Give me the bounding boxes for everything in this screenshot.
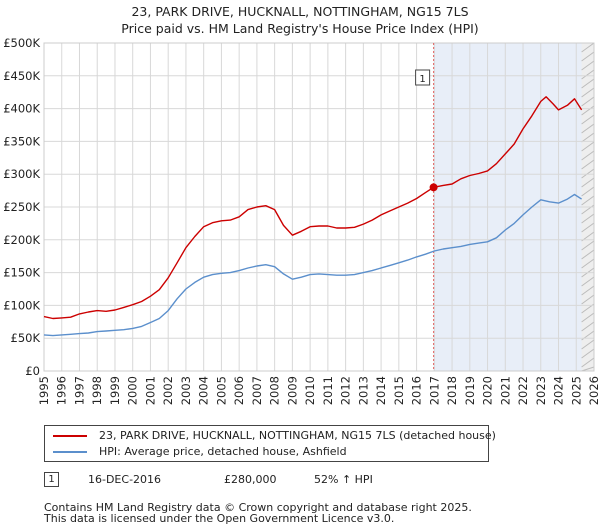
hatch-line: [581, 69, 595, 80]
hatch-line: [581, 78, 595, 89]
x-tick-label: 2006: [232, 376, 246, 405]
x-tick-label: 1998: [90, 376, 104, 405]
y-tick-label: £450K: [3, 69, 40, 83]
x-tick-label: 2015: [392, 376, 406, 405]
chart-subtitle: Price paid vs. HM Land Registry's House …: [121, 21, 479, 36]
x-tick-label: 2024: [552, 376, 566, 405]
y-tick-label: £0: [25, 364, 40, 378]
hatch-line: [581, 240, 595, 251]
y-tick-label: £500K: [3, 36, 40, 50]
sale-date: 16-DEC-2016: [88, 473, 162, 486]
x-tick-label: 2014: [374, 376, 388, 405]
x-tick-label: 1995: [37, 376, 51, 405]
hatch-line: [581, 285, 595, 296]
x-tick-label: 2022: [516, 376, 530, 405]
hatch-line: [581, 141, 595, 152]
x-tick-label: 2023: [534, 376, 548, 405]
sale-annotation-label: 1: [419, 74, 425, 85]
y-tick-label: £250K: [3, 200, 40, 214]
x-tick-label: 2025: [569, 376, 583, 405]
hatch-line: [581, 213, 595, 224]
y-tick-label: £400K: [3, 102, 40, 116]
hatch-line: [581, 195, 595, 206]
hatch-line: [581, 96, 595, 107]
hatch-line: [581, 321, 595, 332]
hatch-line: [581, 258, 595, 269]
series-line-hpi: [43, 193, 582, 337]
x-tick-label: 2019: [463, 376, 477, 405]
x-tick-label: 2001: [143, 376, 157, 405]
y-tick-label: £350K: [3, 134, 40, 148]
legend-item-property: 23, PARK DRIVE, HUCKNALL, NOTTINGHAM, NG…: [53, 428, 496, 444]
y-tick-label: £50K: [11, 331, 41, 345]
x-tick-label: 2003: [179, 376, 193, 405]
hatch-line: [581, 348, 595, 359]
hatch-line: [581, 339, 595, 350]
hatch-line: [581, 366, 595, 372]
hatch-line: [581, 159, 595, 170]
x-tick-label: 2009: [285, 376, 299, 405]
x-tick-label: 2008: [268, 376, 282, 405]
x-tick-label: 2020: [481, 376, 495, 405]
hatch-line: [581, 87, 595, 98]
x-tick-label: 2005: [214, 376, 228, 405]
hatch-line: [581, 150, 595, 161]
x-tick-label: 2000: [126, 376, 140, 405]
hatch-line: [581, 294, 595, 305]
sale-number-badge: 1: [44, 472, 59, 487]
hatch-line: [581, 105, 595, 116]
hatch-line: [581, 249, 595, 260]
hatch-line: [581, 186, 595, 197]
x-tick-label: 2012: [339, 376, 353, 405]
series-line-property: [43, 96, 583, 320]
x-tick-label: 1997: [72, 376, 86, 405]
hatch-line: [581, 51, 595, 62]
hatch-line: [581, 177, 595, 188]
x-tick-label: 2013: [356, 376, 370, 405]
hatch-line: [581, 42, 595, 53]
chart-title: 23, PARK DRIVE, HUCKNALL, NOTTINGHAM, NG…: [131, 4, 469, 19]
price-chart: £0 £50K £100K £150K £200K £250K £300K £350K £400…: [3, 36, 600, 405]
legend-label-hpi: HPI: Average price, detached house, Ashf…: [99, 445, 347, 458]
hatch-line: [581, 123, 595, 134]
legend-swatch-hpi: [53, 451, 87, 453]
y-tick-label: £300K: [3, 167, 40, 181]
plot-frame: [43, 42, 595, 372]
x-tick-label: 1999: [108, 376, 122, 405]
x-tick-label: 2026: [587, 376, 600, 405]
sale-hpi-change: 52% ↑ HPI: [314, 473, 373, 486]
footer-licence: This data is licensed under the Open Gov…: [44, 512, 395, 525]
hatch-line: [581, 222, 595, 233]
x-tick-label: 2017: [427, 376, 441, 405]
x-tick-label: 2002: [161, 376, 175, 405]
sale-price: £280,000: [224, 473, 277, 486]
y-tick-label: £100K: [3, 298, 40, 312]
legend-label-property: 23, PARK DRIVE, HUCKNALL, NOTTINGHAM, NG…: [99, 429, 496, 442]
x-tick-label: 2011: [321, 376, 335, 405]
y-tick-label: £200K: [3, 233, 40, 247]
hatch-line: [581, 114, 595, 125]
sale-annotation-box: [415, 69, 431, 86]
hatch-line: [581, 312, 595, 323]
legend: 23, PARK DRIVE, HUCKNALL, NOTTINGHAM, NG…: [44, 425, 496, 462]
hatch-line: [581, 60, 595, 71]
legend-item-hpi: HPI: Average price, detached house, Ashf…: [53, 444, 347, 460]
sale-point: [429, 183, 438, 192]
footer-copyright: Contains HM Land Registry data © Crown c…: [44, 501, 472, 514]
x-tick-label: 2016: [410, 376, 424, 405]
x-tick-label: 1996: [55, 376, 69, 405]
x-tick-label: 2018: [445, 376, 459, 405]
hatch-line: [581, 276, 595, 287]
hatch-line: [581, 132, 595, 143]
x-tick-label: 2007: [250, 376, 264, 405]
hatch-line: [581, 357, 595, 368]
y-tick-label: £150K: [3, 266, 40, 280]
legend-swatch-property: [53, 435, 87, 437]
x-tick-label: 2021: [498, 376, 512, 405]
hatch-line: [581, 168, 595, 179]
x-tick-label: 2004: [197, 376, 211, 405]
x-tick-label: 2010: [303, 376, 317, 405]
